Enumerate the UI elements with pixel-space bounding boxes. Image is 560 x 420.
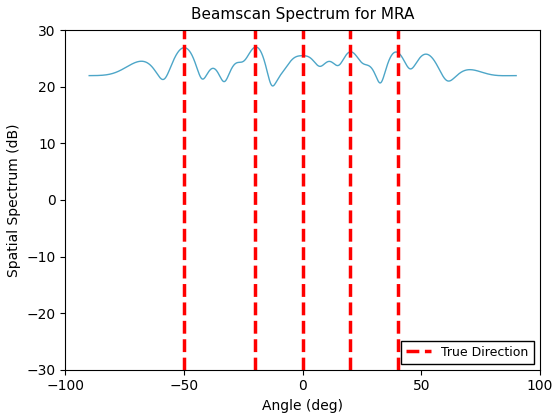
Y-axis label: Spatial Spectrum (dB): Spatial Spectrum (dB) <box>7 123 21 277</box>
True Direction <box>181 197 188 202</box>
X-axis label: Angle (deg): Angle (deg) <box>262 399 343 413</box>
Title: Beamscan Spectrum for MRA: Beamscan Spectrum for MRA <box>191 7 414 22</box>
Legend: True Direction: True Direction <box>402 341 534 364</box>
True Direction <box>181 192 188 197</box>
